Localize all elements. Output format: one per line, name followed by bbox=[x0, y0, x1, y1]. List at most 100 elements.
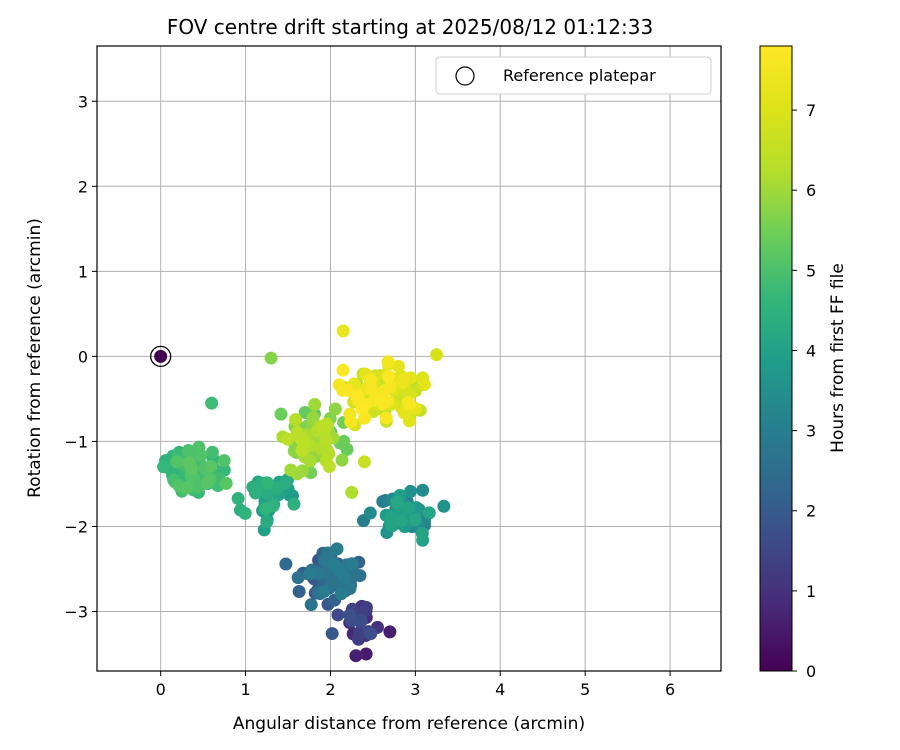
x-tick-label: 1 bbox=[240, 680, 250, 699]
chart-title: FOV centre drift starting at 2025/08/12 … bbox=[167, 15, 653, 39]
legend-entry: Reference platepar bbox=[503, 66, 656, 85]
scatter-point bbox=[376, 397, 390, 411]
scatter-point bbox=[205, 445, 219, 459]
y-tick-label: 3 bbox=[78, 92, 88, 111]
scatter-point bbox=[317, 584, 331, 598]
scatter-point bbox=[170, 455, 184, 469]
scatter-point bbox=[331, 608, 345, 622]
x-tick-label: 3 bbox=[410, 680, 420, 699]
scatter-point bbox=[357, 455, 371, 469]
y-tick-label: −3 bbox=[64, 602, 88, 621]
scatter-point bbox=[349, 649, 363, 663]
scatter-point bbox=[328, 402, 342, 416]
colorbar-tick-label: 2 bbox=[806, 502, 816, 521]
scatter-point bbox=[364, 382, 378, 396]
scatter-point bbox=[345, 557, 359, 571]
y-tick-label: 0 bbox=[78, 347, 88, 366]
colorbar-ticks: 0 1 2 3 4 5 6 7 bbox=[792, 101, 816, 681]
plot-frame bbox=[96, 45, 722, 672]
scatter-point bbox=[422, 506, 436, 520]
scatter-point bbox=[281, 432, 295, 446]
data-points bbox=[157, 324, 451, 663]
scatter-point bbox=[288, 413, 302, 427]
colorbar-label: Hours from first FF file bbox=[828, 263, 848, 453]
y-ticks: −3 −2 −1 0 1 2 3 bbox=[64, 92, 97, 621]
reference-point-marker bbox=[154, 349, 168, 363]
scatter-point bbox=[384, 518, 398, 532]
scatter-point bbox=[391, 359, 405, 373]
scatter-point bbox=[249, 486, 263, 500]
scatter-point bbox=[205, 396, 219, 410]
colorbar-tick-label: 5 bbox=[806, 261, 816, 280]
scatter-point bbox=[417, 378, 431, 392]
scatter-point bbox=[390, 495, 404, 509]
scatter-point bbox=[157, 460, 171, 474]
x-tick-label: 5 bbox=[580, 680, 590, 699]
scatter-point bbox=[284, 463, 298, 477]
scatter-point bbox=[292, 585, 306, 599]
scatter-point bbox=[264, 351, 278, 365]
scatter-point bbox=[430, 348, 444, 362]
scatter-point bbox=[219, 476, 233, 490]
scatter-point bbox=[395, 514, 409, 528]
scatter-point bbox=[274, 407, 288, 421]
colorbar-tick-label: 0 bbox=[806, 662, 816, 681]
scatter-point bbox=[383, 625, 397, 639]
scatter-point bbox=[287, 497, 301, 511]
scatter-point bbox=[182, 456, 196, 470]
colorbar bbox=[759, 45, 793, 672]
scatter-point bbox=[415, 526, 429, 540]
scatter-point bbox=[319, 433, 333, 447]
reference-point bbox=[150, 345, 172, 368]
scatter-point bbox=[345, 485, 359, 499]
scatter-point bbox=[330, 542, 344, 556]
legend-marker-icon bbox=[455, 66, 475, 86]
colorbar-tick-label: 4 bbox=[806, 341, 816, 360]
scatter-point bbox=[416, 483, 430, 497]
scatter-point bbox=[404, 484, 418, 498]
scatter-point bbox=[303, 454, 317, 468]
legend: Reference platepar bbox=[435, 56, 712, 95]
y-tick-label: −2 bbox=[64, 517, 88, 536]
x-axis-label: Angular distance from reference (arcmin) bbox=[233, 714, 585, 734]
scatter-point bbox=[364, 373, 378, 387]
scatter-point bbox=[344, 415, 358, 429]
scatter-point bbox=[279, 557, 293, 571]
scatter-point bbox=[336, 324, 350, 338]
colorbar-tick-label: 7 bbox=[806, 101, 816, 120]
legend-box bbox=[435, 56, 712, 95]
scatter-point bbox=[200, 476, 214, 490]
scatter-point bbox=[308, 397, 322, 411]
scatter-point bbox=[334, 587, 348, 601]
scatter-point bbox=[337, 434, 351, 448]
scatter-point bbox=[322, 460, 336, 474]
scatter-point bbox=[315, 419, 329, 433]
scatter-point bbox=[350, 389, 364, 403]
x-ticks: 0 1 2 3 4 5 6 bbox=[156, 671, 675, 699]
y-axis-label: Rotation from reference (arcmin) bbox=[25, 218, 45, 498]
scatter-point bbox=[408, 513, 422, 527]
grid bbox=[97, 46, 721, 671]
scatter-point bbox=[382, 369, 396, 383]
colorbar-tick-label: 3 bbox=[806, 422, 816, 441]
scatter-point bbox=[364, 627, 378, 641]
y-tick-label: 1 bbox=[78, 262, 88, 281]
scatter-point bbox=[353, 613, 367, 627]
scatter-point bbox=[238, 506, 252, 520]
x-tick-label: 4 bbox=[495, 680, 505, 699]
scatter-point bbox=[259, 502, 273, 516]
scatter-point bbox=[336, 383, 350, 397]
scatter-point bbox=[181, 444, 195, 458]
scatter-point bbox=[304, 598, 318, 612]
x-tick-label: 2 bbox=[325, 680, 335, 699]
scatter-point bbox=[260, 486, 274, 500]
x-tick-label: 0 bbox=[156, 680, 166, 699]
scatter-point bbox=[379, 411, 393, 425]
scatter-point bbox=[303, 567, 317, 581]
y-tick-label: 2 bbox=[78, 177, 88, 196]
scatter-point bbox=[401, 501, 415, 515]
plot-area bbox=[97, 46, 721, 671]
scatter-point bbox=[381, 355, 395, 369]
scatter-point bbox=[180, 480, 194, 494]
scatter-point bbox=[355, 402, 369, 416]
